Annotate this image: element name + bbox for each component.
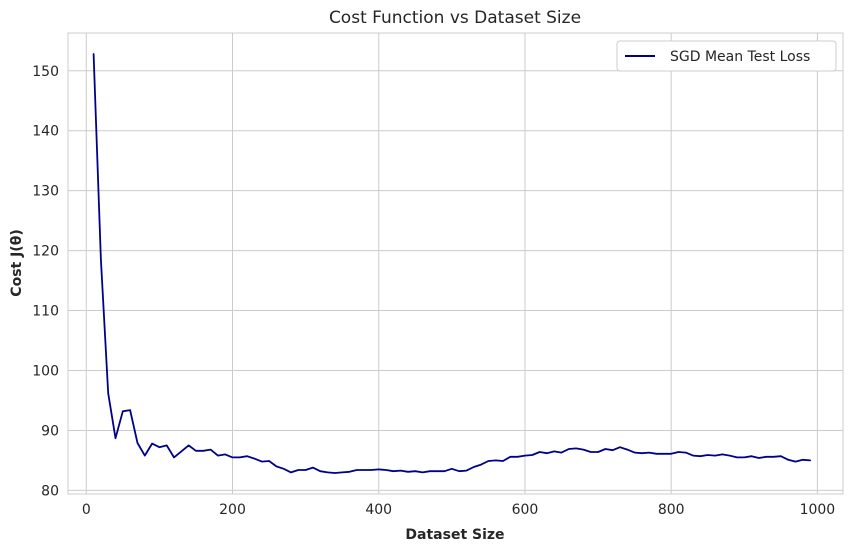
y-tick-label: 130 — [32, 184, 59, 200]
x-tick-label: 1000 — [800, 502, 836, 518]
chart-title: Cost Function vs Dataset Size — [329, 8, 581, 28]
series-layer — [92, 53, 811, 474]
legend-label: SGD Mean Test Loss — [670, 49, 810, 65]
legend: SGD Mean Test Loss — [616, 40, 837, 72]
y-tick-label: 110 — [32, 304, 59, 320]
plot-frame — [67, 32, 844, 495]
y-tick-label: 120 — [32, 244, 59, 260]
plot-background — [68, 33, 843, 494]
x-tick-label: 0 — [82, 502, 91, 518]
x-tick-label: 400 — [365, 502, 392, 518]
series-line-sgd-mean-test-loss — [92, 53, 811, 474]
x-axis-label: Dataset Size — [405, 527, 504, 543]
y-tick-labels: 80 90 100 110 120 130 140 150 — [32, 64, 59, 500]
legend-box — [616, 40, 837, 72]
x-tick-label: 800 — [658, 502, 685, 518]
x-tick-label: 200 — [219, 502, 246, 518]
x-tick-labels: 0 200 400 600 800 1000 — [82, 502, 835, 518]
y-axis-label: Cost J(θ) — [9, 229, 25, 296]
y-tick-label: 140 — [32, 124, 59, 140]
y-tick-label: 150 — [32, 64, 59, 80]
y-tick-label: 100 — [32, 364, 59, 380]
x-tick-label: 600 — [512, 502, 539, 518]
y-tick-label: 80 — [41, 483, 59, 499]
y-tick-label: 90 — [41, 423, 59, 439]
